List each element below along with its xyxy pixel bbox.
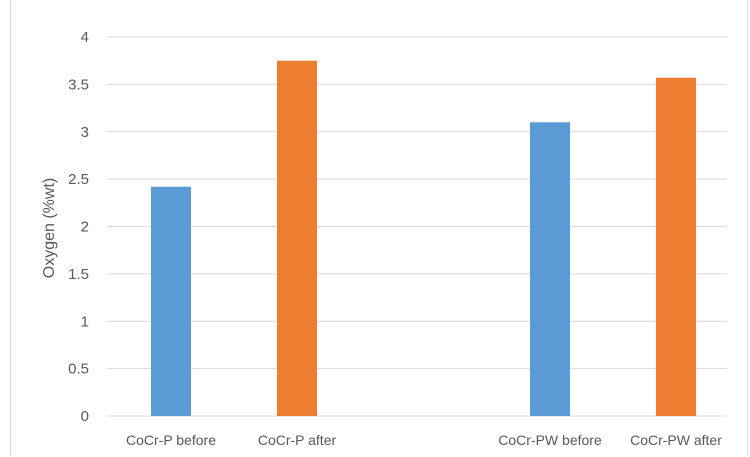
bar-cocr-pw-before <box>530 122 570 417</box>
y-axis-ticks: 0 0.5 1 1.5 2 2.5 3 3.5 4 <box>68 29 89 425</box>
x-category-label: CoCr-PW before <box>498 432 602 448</box>
gridlines <box>107 36 727 417</box>
y-tick-label: 3 <box>81 124 89 141</box>
bars <box>151 60 696 417</box>
y-tick-label: 1.5 <box>68 266 89 283</box>
chart-frame <box>10 0 748 456</box>
x-category-label: CoCr-P after <box>258 432 337 448</box>
x-category-label: CoCr-P before <box>126 432 216 448</box>
bar-cocr-pw-after <box>656 77 696 417</box>
x-axis-labels: CoCr-P before CoCr-P after CoCr-PW before C… <box>126 432 722 448</box>
y-tick-label: 2.5 <box>68 171 89 188</box>
x-category-label: CoCr-PW after <box>630 432 722 448</box>
y-tick-label: 4 <box>81 29 89 46</box>
y-tick-label: 2 <box>81 219 89 236</box>
y-tick-label: 0 <box>81 408 89 425</box>
y-axis-title: Oxygen (%wt) <box>41 178 58 278</box>
y-tick-label: 0.5 <box>68 361 89 378</box>
bar-cocr-p-after <box>277 60 317 416</box>
y-tick-label: 3.5 <box>68 76 89 93</box>
y-tick-label: 1 <box>81 313 89 330</box>
bar-cocr-p-before <box>151 186 191 416</box>
